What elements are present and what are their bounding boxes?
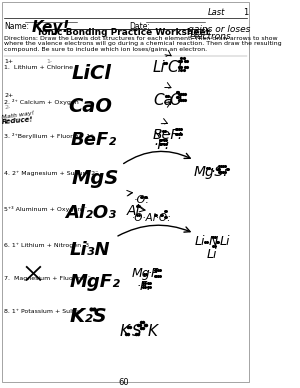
Text: 1.  Lithium + Chlorine: 1. Lithium + Chlorine [4, 65, 73, 70]
Text: ·O·Al·O:: ·O·Al·O: [132, 213, 172, 223]
Text: Mg: Mg [194, 165, 215, 179]
Text: Li: Li [220, 235, 230, 248]
Text: Ionic Bonding Practice Worksheet: Ionic Bonding Practice Worksheet [38, 28, 210, 37]
Text: K₂S: K₂S [69, 307, 107, 326]
Text: Reduce!: Reduce! [2, 117, 34, 125]
Text: - gains or loses: - gains or loses [182, 25, 251, 34]
Text: 2. ²⁺ Calcium + Oxygen: 2. ²⁺ Calcium + Oxygen [4, 99, 79, 105]
Text: Li: Li [195, 235, 206, 248]
Text: K: K [120, 324, 130, 339]
Text: MgS: MgS [71, 169, 118, 188]
Text: 5⁺³ Aluminum + Oxygen²⁻: 5⁺³ Aluminum + Oxygen²⁻ [4, 206, 87, 211]
Text: 3. ²⁺Beryllium + Fluorine  1⁻: 3. ²⁺Beryllium + Fluorine 1⁻ [4, 133, 94, 139]
Text: Ca: Ca [153, 93, 173, 108]
Text: Al: Al [127, 204, 140, 218]
Text: Li₃N: Li₃N [69, 241, 110, 259]
Text: Li: Li [207, 248, 217, 261]
Text: K: K [148, 324, 158, 339]
Text: ·F:: ·F: [147, 267, 162, 280]
Text: 1: 1 [244, 8, 249, 17]
Text: ·F:: ·F: [167, 128, 183, 142]
Text: 7.  Magnesium + Fluorine¹⁻: 7. Magnesium + Fluorine¹⁻ [4, 275, 91, 281]
Text: 8. 1⁺ Potassium + Sulfur²⁻: 8. 1⁺ Potassium + Sulfur²⁻ [4, 310, 87, 314]
Text: Li: Li [152, 60, 165, 75]
Text: Name:: Name: [4, 22, 29, 31]
Text: N: N [208, 235, 218, 248]
Text: S: S [132, 324, 142, 339]
Text: 2+: 2+ [4, 93, 14, 98]
Text: 1+: 1+ [4, 59, 13, 64]
Text: MgF₂: MgF₂ [69, 273, 120, 291]
Text: BeF₂: BeF₂ [71, 132, 117, 149]
Text: ·F:: ·F: [136, 280, 152, 293]
Text: ·O:: ·O: [134, 195, 150, 205]
Text: ·S:: ·S: [211, 165, 229, 179]
Text: 60: 60 [118, 378, 129, 387]
Text: Directions: Draw the Lewis dot structures for each element. Then draw arrows to : Directions: Draw the Lewis dot structure… [4, 36, 282, 52]
Text: Mg: Mg [131, 267, 150, 280]
Text: CaO: CaO [69, 97, 112, 116]
Text: Be: Be [152, 128, 170, 142]
Text: 2-: 2- [4, 105, 11, 110]
Text: Key!: Key! [32, 20, 70, 35]
Text: LiCl: LiCl [71, 64, 111, 83]
Text: 6. 1⁺ Lithium + Nitrogen  3: 6. 1⁺ Lithium + Nitrogen 3 [4, 243, 89, 248]
Text: Date:: Date: [130, 22, 151, 31]
Text: Al₂O₃: Al₂O₃ [65, 204, 116, 222]
Text: ·F:: ·F: [153, 139, 169, 152]
Text: 4. 2⁺ Magnesium + Sulfur   2⁻: 4. 2⁺ Magnesium + Sulfur 2⁻ [4, 171, 99, 176]
Text: O: O [170, 93, 182, 108]
Text: Cl: Cl [167, 60, 182, 75]
Text: Math way!: Math way! [2, 111, 35, 120]
Text: 1-: 1- [46, 59, 52, 64]
Text: electrons: electrons [189, 32, 231, 41]
Text: Last: Last [208, 8, 225, 17]
